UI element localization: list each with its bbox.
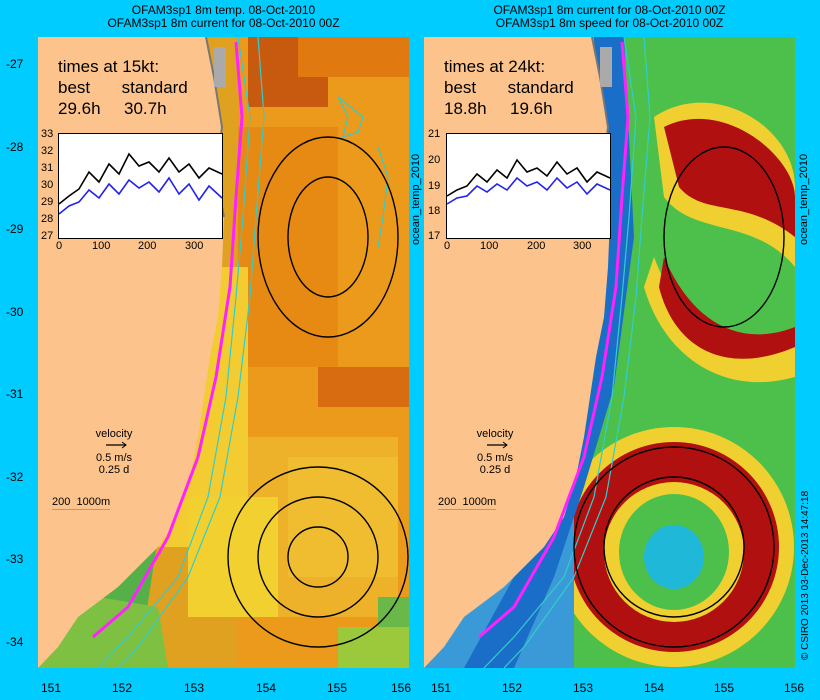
right-title: OFAM3sp1 8m current for 08-Oct-2010 00Z … [424, 4, 795, 30]
y-tick: -27 [6, 57, 24, 71]
inset-x-tick: 100 [92, 240, 111, 252]
right-map-svg [424, 37, 795, 668]
inset-x-tick: 300 [185, 240, 204, 252]
inset-y-tick: 33 [41, 128, 54, 140]
right-depth-legend: 200 1000m [438, 496, 496, 510]
right-col-standard: standard [507, 78, 574, 97]
left-inset-svg [58, 152, 223, 215]
right-colorbar-label: ocean_temp_2010 [798, 153, 810, 245]
x-tick: 155 [714, 681, 735, 695]
inset-y-tick: 19 [428, 180, 441, 192]
left-times-title: times at 15kt: [58, 57, 160, 76]
right-standard-value: 19.6h [510, 99, 553, 118]
velocity-speed: 0.5 m/s [476, 452, 514, 464]
velocity-time: 0.25 d [479, 464, 511, 476]
depth-200: 200 [438, 496, 457, 508]
inset-x-tick: 0 [444, 240, 451, 252]
velocity-label: velocity [95, 428, 133, 440]
left-times-box: times at 15kt: best standard 29.6h 30.7h [58, 56, 188, 119]
left-title-line2: OFAM3sp1 8m current for 08-Oct-2010 00Z [107, 16, 340, 30]
x-tick: 154 [644, 681, 665, 695]
velocity-arrow-icon [487, 441, 508, 449]
right-route [478, 41, 630, 639]
left-colorbar-label: ocean_temp_2010 [410, 153, 422, 245]
right-best-value: 18.8h [444, 99, 487, 118]
inset-y-tick: 18 [428, 205, 441, 217]
right-col-best: best [444, 78, 477, 97]
inset-x-tick: 100 [480, 240, 499, 252]
right-velocity-legend: velocity 0.5 m/s 0.25 d [465, 428, 525, 476]
x-tick: 152 [112, 681, 133, 695]
inset-y-tick: 29 [41, 196, 54, 208]
x-tick: 151 [41, 681, 62, 695]
x-tick: 156 [784, 681, 805, 695]
inset-y-tick: 31 [41, 162, 54, 174]
inset-y-tick: 28 [41, 213, 54, 225]
inset-x-tick: 0 [56, 240, 63, 252]
left-standard-value: 30.7h [124, 99, 167, 118]
left-inset-plot [58, 133, 223, 239]
y-tick: -32 [6, 470, 24, 484]
x-tick: 153 [573, 681, 594, 695]
inset-y-tick: 21 [428, 128, 441, 140]
y-tick: -34 [6, 635, 24, 649]
y-tick: -33 [6, 552, 24, 566]
inset-y-tick: 17 [428, 230, 441, 242]
velocity-speed: 0.5 m/s [95, 452, 133, 464]
inset-x-tick: 200 [527, 240, 546, 252]
left-route [92, 41, 244, 639]
left-depth-legend: 200 1000m [52, 496, 110, 510]
x-tick: 152 [502, 681, 523, 695]
inset-x-tick: 300 [573, 240, 592, 252]
x-tick: 154 [256, 681, 277, 695]
x-tick: 153 [184, 681, 205, 695]
credit-label: © CSIRO 2013 03-Dec-2013 14:47:18 [800, 490, 811, 660]
left-col-best: best [58, 78, 91, 97]
left-map-panel [38, 37, 409, 668]
x-tick: 155 [327, 681, 348, 695]
left-title: OFAM3sp1 8m temp. 08-Oct-2010 OFAM3sp1 8… [38, 4, 409, 30]
inset-y-tick: 32 [41, 145, 54, 157]
left-current-field [227, 136, 409, 648]
left-velocity-legend: velocity 0.5 m/s 0.25 d [84, 428, 144, 476]
right-inset-plot [446, 133, 611, 239]
right-times-box: times at 24kt: best standard 18.8h 19.6h [444, 56, 574, 119]
velocity-time: 0.25 d [98, 464, 130, 476]
right-title-line1: OFAM3sp1 8m current for 08-Oct-2010 00Z [493, 3, 726, 17]
right-current-field [573, 146, 785, 648]
x-tick: 156 [391, 681, 412, 695]
inset-y-tick: 27 [41, 230, 54, 242]
left-col-standard: standard [121, 78, 188, 97]
x-tick: 151 [431, 681, 452, 695]
right-inset-svg [446, 158, 611, 205]
right-map-panel [424, 37, 795, 668]
y-tick: -31 [6, 387, 24, 401]
left-map-svg [38, 37, 409, 668]
right-title-line2: OFAM3sp1 8m speed for 08-Oct-2010 00Z [495, 16, 724, 30]
left-best-value: 29.6h [58, 99, 101, 118]
right-times-title: times at 24kt: [444, 57, 546, 76]
depth-200: 200 [52, 496, 71, 508]
velocity-label: velocity [476, 428, 514, 440]
left-title-line1: OFAM3sp1 8m temp. 08-Oct-2010 [131, 3, 316, 17]
depth-1000: 1000m [462, 496, 497, 508]
y-tick: -28 [6, 140, 24, 154]
inset-y-tick: 30 [41, 179, 54, 191]
depth-1000: 1000m [76, 496, 111, 508]
inset-y-tick: 20 [428, 154, 441, 166]
y-tick: -29 [6, 222, 24, 236]
velocity-arrow-icon [106, 441, 127, 449]
inset-x-tick: 200 [138, 240, 157, 252]
y-tick: -30 [6, 305, 24, 319]
